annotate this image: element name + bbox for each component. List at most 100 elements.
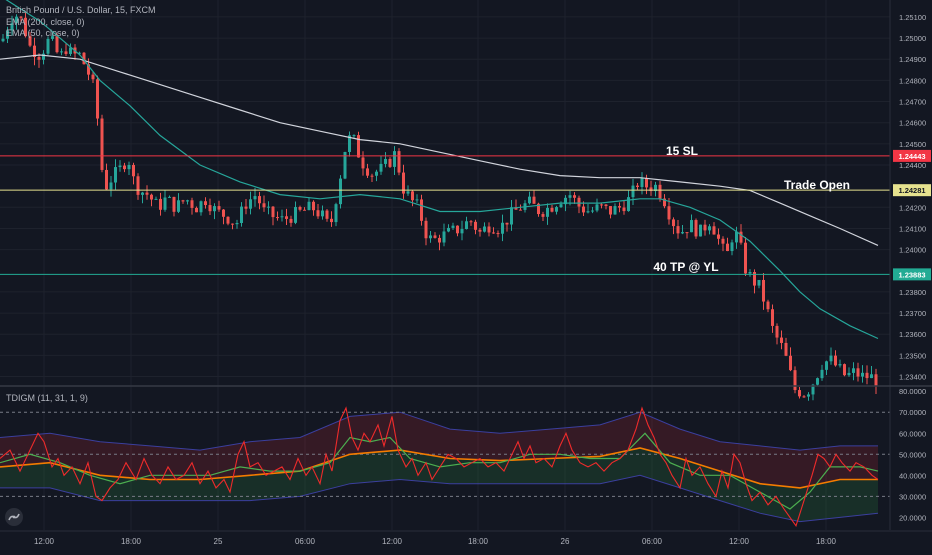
candle (289, 218, 293, 223)
candle (685, 232, 689, 234)
candle (631, 185, 635, 198)
candle (226, 216, 230, 224)
candle (181, 200, 185, 202)
candle (582, 206, 585, 213)
candle (775, 325, 779, 338)
candle (163, 197, 167, 210)
candle (856, 368, 860, 377)
candle (672, 219, 675, 227)
candle (46, 38, 50, 54)
candle (595, 204, 599, 211)
candle (222, 209, 225, 217)
candle (658, 184, 662, 199)
candle (465, 221, 468, 230)
candle (321, 210, 324, 217)
candle (235, 223, 239, 225)
candle (861, 372, 864, 377)
ema-50-line (5, 0, 879, 340)
candle (15, 16, 18, 24)
candle (613, 206, 617, 215)
candle (550, 207, 554, 212)
osc-tick-label: 60.0000 (899, 429, 926, 438)
price-tick-label: 1.25100 (899, 13, 926, 22)
candle (541, 214, 545, 217)
candle (712, 226, 716, 235)
candle (33, 45, 36, 58)
candle (811, 384, 815, 395)
candle (825, 361, 828, 370)
candle (636, 185, 639, 187)
candle (231, 223, 234, 225)
candle (24, 17, 27, 37)
candle (6, 30, 9, 39)
candle (514, 207, 518, 210)
candle (627, 197, 630, 212)
candle (213, 206, 216, 212)
candle (577, 197, 581, 207)
candle (154, 198, 158, 200)
candle (402, 172, 405, 194)
candle (573, 195, 576, 198)
candle (384, 158, 387, 164)
price-tag-label: 1.24443 (898, 152, 925, 161)
candle (141, 192, 144, 195)
candle (654, 184, 657, 192)
candle (370, 175, 374, 177)
candle (42, 53, 45, 60)
candle (532, 196, 536, 204)
candle (753, 272, 756, 286)
level-label: Trade Open (784, 178, 850, 192)
candle (208, 205, 212, 212)
candle (406, 191, 410, 194)
tradingview-logo-icon[interactable] (5, 508, 23, 526)
price-tick-label: 1.24900 (899, 55, 926, 64)
candle (393, 151, 396, 167)
candle (150, 194, 153, 200)
time-tick-label: 18:00 (121, 537, 142, 546)
candle (591, 210, 594, 212)
candle (798, 390, 801, 397)
price-tick-label: 1.24000 (899, 246, 926, 255)
time-tick-label: 18:00 (468, 537, 489, 546)
price-tick-label: 1.23400 (899, 373, 926, 382)
candle (316, 210, 320, 217)
candle (186, 200, 189, 202)
candle (271, 206, 275, 218)
candle (721, 238, 725, 244)
candle (379, 163, 383, 172)
osc-tick-label: 70.0000 (899, 408, 926, 417)
candle (483, 226, 486, 232)
candle (420, 199, 423, 221)
lower-band-fill (0, 448, 878, 522)
candle (699, 224, 702, 237)
upper-band-line (0, 411, 878, 451)
ema-50-legend: EMA (50, close, 0) (6, 28, 80, 38)
ema-200-legend: EMA (200, close, 0) (6, 17, 85, 27)
ema-200-line (0, 54, 879, 246)
candle (505, 222, 509, 225)
candle (802, 396, 806, 398)
candle (78, 52, 81, 54)
candle (780, 337, 783, 343)
candle (834, 355, 837, 366)
candle (424, 220, 428, 239)
candle (240, 206, 243, 224)
candle (676, 226, 680, 234)
candle (681, 232, 684, 234)
candle (100, 118, 104, 170)
candle (375, 171, 378, 176)
candle (771, 309, 774, 326)
candle (442, 231, 446, 243)
candle (433, 235, 437, 238)
symbol-title: British Pound / U.S. Dollar, 15, FXCM (6, 5, 156, 15)
candle (537, 203, 540, 215)
osc-tick-label: 30.0000 (899, 492, 926, 501)
time-tick-label: 26 (561, 537, 570, 546)
osc-tick-label: 50.0000 (899, 450, 926, 459)
candle (352, 135, 356, 137)
candle (361, 157, 365, 169)
lower-band-line (0, 474, 879, 523)
price-tick-label: 1.24600 (899, 119, 926, 128)
candle (303, 209, 306, 211)
